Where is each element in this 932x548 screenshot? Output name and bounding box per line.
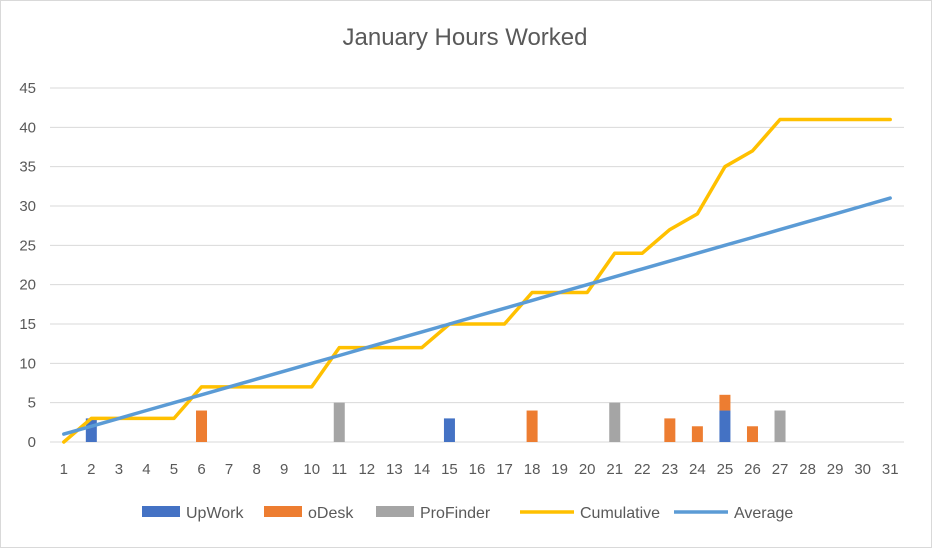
x-tick-label: 19 xyxy=(551,461,568,478)
x-tick-label: 21 xyxy=(606,461,623,478)
legend-label-cumulative: Cumulative xyxy=(580,505,660,522)
x-tick-label: 4 xyxy=(142,461,150,478)
legend-label-odesk: oDesk xyxy=(308,505,354,522)
y-tick-label: 25 xyxy=(19,237,36,254)
y-tick-label: 40 xyxy=(19,119,36,136)
x-tick-label: 13 xyxy=(386,461,403,478)
x-tick-label: 8 xyxy=(252,461,260,478)
legend-label-average: Average xyxy=(734,505,793,522)
x-tick-label: 22 xyxy=(634,461,651,478)
bar-odesk xyxy=(196,410,208,442)
y-tick-label: 15 xyxy=(19,316,36,333)
bar-upwork xyxy=(719,410,731,442)
y-tick-label: 5 xyxy=(28,395,36,412)
x-tick-label: 1 xyxy=(60,461,68,478)
y-tick-label: 0 xyxy=(28,434,36,451)
x-tick-label: 2 xyxy=(87,461,95,478)
legend-swatch-upwork xyxy=(142,506,180,517)
x-tick-label: 25 xyxy=(717,461,734,478)
x-tick-label: 9 xyxy=(280,461,288,478)
x-tick-label: 23 xyxy=(661,461,678,478)
bar-odesk xyxy=(691,426,703,442)
x-tick-label: 28 xyxy=(799,461,816,478)
x-tick-label: 30 xyxy=(854,461,871,478)
x-tick-label: 29 xyxy=(827,461,844,478)
legend-swatch-odesk xyxy=(264,506,302,517)
x-tick-label: 12 xyxy=(358,461,375,478)
y-tick-label: 30 xyxy=(19,198,36,215)
legend-label-upwork: UpWork xyxy=(186,505,244,522)
x-tick-label: 24 xyxy=(689,461,706,478)
x-tick-label: 27 xyxy=(772,461,789,478)
chart-title: January Hours Worked xyxy=(342,24,588,51)
y-tick-label: 20 xyxy=(19,277,36,294)
y-tick-label: 45 xyxy=(19,80,36,97)
x-tick-label: 15 xyxy=(441,461,458,478)
bar-profinder xyxy=(333,402,345,442)
y-tick-label: 10 xyxy=(19,355,36,372)
x-tick-label: 14 xyxy=(414,461,431,478)
x-tick-label: 18 xyxy=(524,461,541,478)
bar-odesk xyxy=(664,418,676,442)
x-tick-label: 11 xyxy=(331,461,347,478)
bar-profinder xyxy=(609,402,621,442)
y-tick-label: 35 xyxy=(19,159,36,176)
bar-upwork xyxy=(85,418,97,442)
x-tick-label: 17 xyxy=(496,461,513,478)
x-tick-label: 20 xyxy=(579,461,596,478)
bar-profinder xyxy=(774,410,786,442)
x-tick-label: 6 xyxy=(197,461,205,478)
bar-upwork xyxy=(443,418,455,442)
x-tick-label: 31 xyxy=(882,461,899,478)
line-cumulative xyxy=(62,117,892,444)
legend-label-profinder: ProFinder xyxy=(420,505,491,522)
bar-odesk xyxy=(526,410,538,442)
line-average xyxy=(62,196,892,436)
x-tick-label: 7 xyxy=(225,461,233,478)
x-tick-label: 26 xyxy=(744,461,761,478)
bar-odesk xyxy=(746,426,758,442)
x-tick-label: 3 xyxy=(115,461,123,478)
bar-odesk xyxy=(719,394,731,411)
x-tick-label: 10 xyxy=(303,461,320,478)
legend-swatch-profinder xyxy=(376,506,414,517)
x-tick-label: 5 xyxy=(170,461,178,478)
x-tick-label: 16 xyxy=(469,461,486,478)
